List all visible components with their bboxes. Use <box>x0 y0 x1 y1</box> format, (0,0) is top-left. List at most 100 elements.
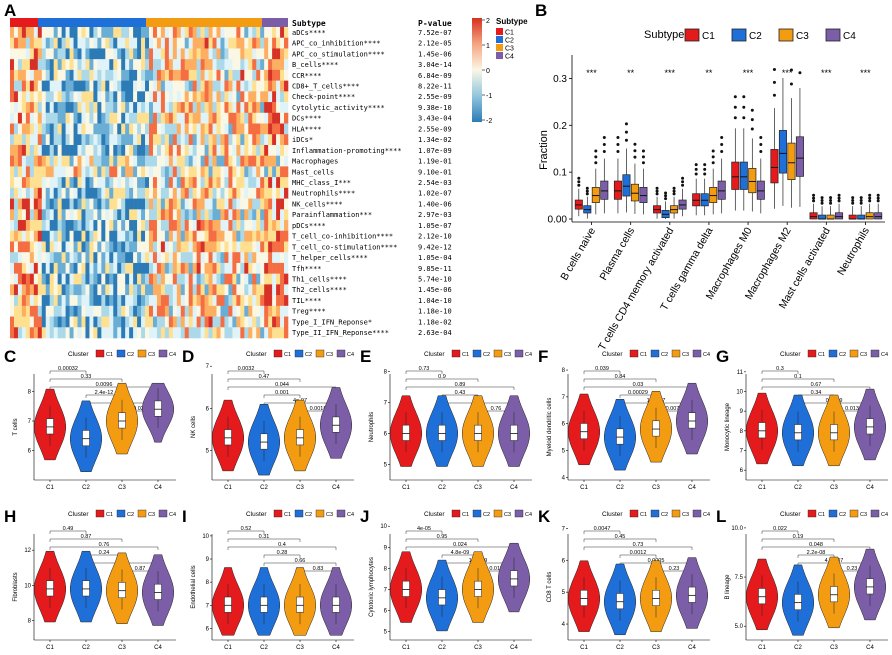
heatmap-cell <box>37 102 43 114</box>
violin-legend-swatch-c4 <box>336 509 346 518</box>
heatmap-cell <box>232 209 237 221</box>
heatmap-cell <box>172 177 178 189</box>
violin-inner-box <box>402 424 410 441</box>
heatmap-cell <box>272 80 277 92</box>
heatmap-cell <box>232 123 237 135</box>
heatmap-cell <box>208 198 213 210</box>
heatmap-cell <box>33 273 39 285</box>
heatmap-cell <box>45 59 51 71</box>
heatmap-cell <box>208 91 213 103</box>
heatmap-cell <box>240 305 245 317</box>
heatmap-cell <box>220 230 225 242</box>
heatmap-cell <box>141 144 146 156</box>
heatmap-cell <box>125 59 130 71</box>
heatmap-cell <box>141 295 146 307</box>
heatmap-cell <box>61 48 66 60</box>
heatmap-cell <box>184 177 190 189</box>
heatmap-cell <box>260 144 265 156</box>
heatmap-cell <box>121 209 126 221</box>
heatmap-cell <box>53 59 58 71</box>
heatmap-cell <box>73 123 78 135</box>
heatmap-cell <box>145 102 150 114</box>
heatmap-cell <box>208 187 213 199</box>
heatmap-cell <box>53 327 58 339</box>
heatmap-cell <box>240 209 245 221</box>
heatmap-cell <box>272 102 277 114</box>
violin-y-tick-label: 8 <box>28 390 32 396</box>
heatmap-cell <box>61 316 66 328</box>
heatmap-cell <box>77 48 82 60</box>
heatmap-cell <box>172 134 178 146</box>
heatmap-cell <box>17 144 23 156</box>
heatmap-cell <box>236 155 241 167</box>
heatmap-cell <box>53 144 58 156</box>
boxplot-legend-title: Subtype <box>644 29 684 41</box>
heatmap-cell <box>53 209 58 221</box>
heatmap-cell <box>45 91 51 103</box>
heatmap-cell <box>232 166 237 178</box>
heatmap-cell <box>10 102 15 114</box>
heatmap-cell <box>105 177 110 189</box>
violin-legend-label: C3 <box>682 512 689 518</box>
heatmap-cell <box>29 252 35 264</box>
heatmap-cell <box>10 155 15 167</box>
heatmap-cell <box>41 284 47 296</box>
boxplot-y-axis-label: Fraction <box>538 130 550 170</box>
boxplot-box <box>857 214 866 220</box>
heatmap-cell <box>248 230 253 242</box>
boxplot-significance: *** <box>782 68 793 78</box>
heatmap-cell <box>248 241 253 253</box>
heatmap-cell <box>172 69 178 81</box>
heatmap-cell <box>97 209 102 221</box>
heatmap-cell <box>180 187 186 199</box>
heatmap-cell <box>81 241 86 253</box>
heatmap-cell <box>236 102 241 114</box>
heatmap-cell <box>256 166 261 178</box>
heatmap-cell <box>156 27 162 39</box>
heatmap-cell <box>224 123 229 135</box>
heatmap-cell <box>49 273 54 285</box>
heatmap-cell <box>109 198 114 210</box>
violin-legend-title: Cluster <box>246 511 267 518</box>
heatmap-cell <box>13 198 19 210</box>
heatmap-cell <box>192 187 197 199</box>
heatmap-cell <box>125 198 130 210</box>
heatmap-cell <box>49 69 54 81</box>
heatmap-cell <box>156 48 162 60</box>
heatmap-cell <box>200 230 205 242</box>
heatmap-cell <box>220 144 225 156</box>
heatmap-cell <box>85 102 90 114</box>
heatmap-cell <box>17 48 23 60</box>
violin-legend-label: C3 <box>504 352 511 358</box>
heatmap-cell <box>21 112 27 124</box>
heatmap-cell <box>141 134 146 146</box>
boxplot-outlier <box>720 135 724 139</box>
violin-inner-box <box>794 594 802 610</box>
heatmap-cell <box>216 134 221 146</box>
heatmap-cell <box>133 295 138 307</box>
heatmap-cell <box>37 37 43 49</box>
heatmap-cell <box>268 144 273 156</box>
heatmap-cell <box>77 177 82 189</box>
heatmap-cell <box>29 209 35 221</box>
heatmap-cell <box>220 262 225 274</box>
heatmap-cell <box>69 209 74 221</box>
heatmap-row-pvalue: 2.55e-09 <box>418 125 452 133</box>
heatmap-cell <box>33 102 39 114</box>
heatmap-cell <box>216 59 221 71</box>
heatmap-cell <box>188 59 193 71</box>
heatmap-cell <box>13 273 19 285</box>
heatmap-cell <box>160 80 166 92</box>
violin-legend-swatch-c4 <box>870 349 880 358</box>
heatmap-cell <box>125 295 130 307</box>
violin-legend-label: C1 <box>106 352 113 358</box>
heatmap-cell <box>168 123 174 135</box>
heatmap-cell <box>232 48 237 60</box>
heatmap-cell <box>29 316 35 328</box>
heatmap-cell <box>168 327 174 339</box>
heatmap-cell <box>224 134 229 146</box>
heatmap-cell <box>49 252 54 264</box>
boxplot-outlier <box>798 71 802 75</box>
heatmap-cell <box>204 187 209 199</box>
heatmap-cell <box>156 59 162 71</box>
